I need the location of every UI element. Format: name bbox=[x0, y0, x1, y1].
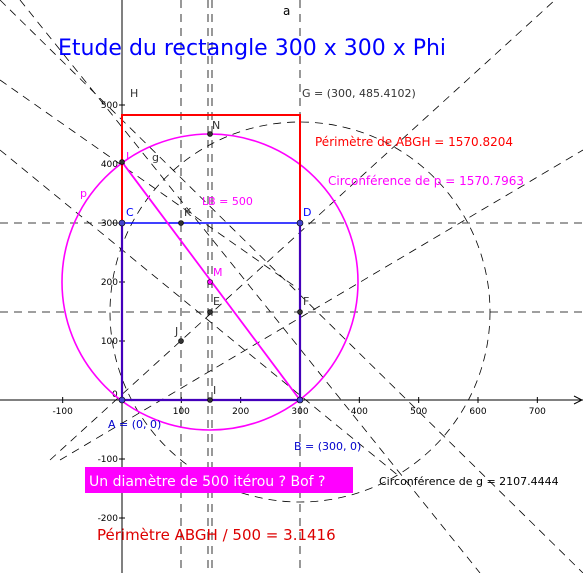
x-tick-label-500: 500 bbox=[410, 407, 427, 417]
x-tick-label-200: 200 bbox=[232, 407, 249, 417]
y-tick-label-100: 100 bbox=[101, 337, 118, 347]
point-k bbox=[178, 220, 184, 226]
diagonal-line-upper bbox=[0, 79, 301, 291]
label-k: K bbox=[184, 206, 192, 219]
label-n: N bbox=[212, 119, 220, 132]
y-tick-label-500: 500 bbox=[101, 101, 118, 111]
label-f: F bbox=[303, 295, 309, 308]
diagonal-line-steep bbox=[19, 0, 481, 573]
point-j bbox=[178, 338, 184, 344]
point-i-lower bbox=[207, 397, 213, 403]
circumference-g-label: Circonférence de g = 2107.4444 bbox=[379, 475, 559, 488]
banner-text: Un diamètre de 500 itérou ? Bof ? bbox=[89, 474, 326, 490]
diagonal-line-ad bbox=[49, 0, 556, 461]
lb-label: LB = 500 bbox=[202, 195, 253, 208]
x-tick-group: -100 100 200 300 400 500 600 700 bbox=[52, 397, 546, 417]
label-h: H bbox=[130, 87, 138, 100]
x-tick-label-100: 100 bbox=[173, 407, 190, 417]
circle-g bbox=[109, 121, 491, 503]
point-i-upper bbox=[119, 159, 125, 165]
label-i-upper: I bbox=[126, 150, 129, 163]
label-j: J bbox=[174, 325, 178, 338]
diagonal-line-flat bbox=[59, 149, 583, 461]
y-tick-label--100: -100 bbox=[98, 455, 119, 465]
x-axis-arrow bbox=[573, 395, 583, 405]
label-a: A = (0, 0) bbox=[108, 418, 161, 431]
label-circle-g: g bbox=[152, 151, 159, 164]
page-title: Etude du rectangle 300 x 300 x Phi bbox=[58, 36, 446, 61]
point-b bbox=[296, 396, 304, 404]
x-tick-label-600: 600 bbox=[469, 407, 486, 417]
point-d bbox=[296, 219, 304, 227]
x-tick-label-300: 300 bbox=[291, 407, 308, 417]
label-d: D bbox=[303, 206, 311, 219]
points[interactable] bbox=[118, 131, 304, 404]
perimeter-label: Périmètre de ABGH = 1570.8204 bbox=[315, 135, 513, 149]
label-circle-p: p bbox=[80, 187, 87, 200]
point-f bbox=[297, 309, 303, 315]
label-e: E bbox=[213, 295, 220, 308]
label-m: M bbox=[213, 266, 223, 279]
y-tick-label--200: -200 bbox=[98, 514, 119, 524]
point-m bbox=[207, 279, 213, 285]
banner-box bbox=[85, 467, 353, 493]
point-c bbox=[118, 219, 126, 227]
point-n bbox=[207, 131, 213, 137]
label-i-lower: I bbox=[213, 384, 216, 397]
circumference-p-label: Circonférence de p = 1570.7963 bbox=[328, 174, 524, 188]
diagonal-line-cb bbox=[0, 149, 401, 478]
y-tick-label-200: 200 bbox=[101, 278, 118, 288]
ratio-label: Périmètre ABGH / 500 = 3.1416 bbox=[97, 526, 336, 544]
x-tick-label-400: 400 bbox=[351, 407, 368, 417]
rectangle-abgh bbox=[121, 114, 301, 401]
point-e bbox=[207, 309, 213, 315]
line-label-a: a bbox=[283, 4, 290, 18]
y-tick-label-300: 300 bbox=[101, 219, 118, 229]
y-tick-label-400: 400 bbox=[101, 160, 118, 170]
x-tick-label--100: -100 bbox=[52, 407, 73, 417]
point-a bbox=[118, 396, 126, 404]
label-g: G = (300, 485.4102) bbox=[302, 87, 416, 100]
label-b: B = (300, 0) bbox=[294, 440, 361, 453]
label-c: C bbox=[126, 206, 134, 219]
x-tick-label-700: 700 bbox=[529, 407, 546, 417]
